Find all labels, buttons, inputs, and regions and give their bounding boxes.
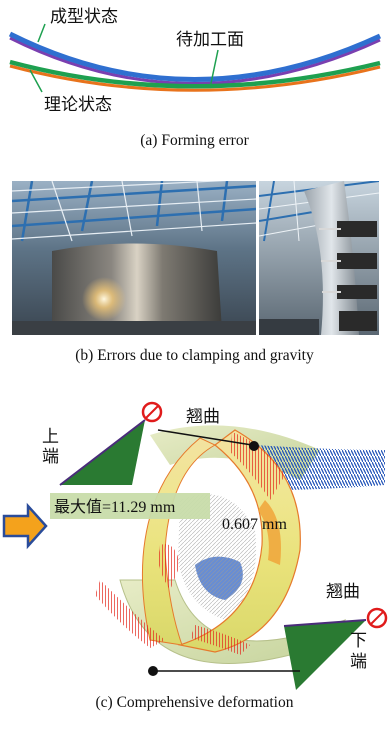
label-theory-state: 理论状态: [44, 95, 112, 115]
warp-bottom-marker: [366, 607, 388, 629]
warp-bottom-slash: [370, 611, 384, 625]
label-center-value: 0.607 mm: [222, 516, 287, 533]
label-formed-state: 成型状态: [50, 7, 118, 27]
label-upper-end-1: 上: [42, 427, 59, 447]
warp-top-dot: [249, 441, 259, 451]
label-lower-end-1: 下: [350, 631, 367, 651]
lower-end-wedge-edge: [283, 619, 367, 627]
deformation-red-mid: [158, 544, 180, 590]
theory-state-curve: [9, 59, 381, 89]
formed-state-curve-outer: [9, 36, 381, 85]
caption-a: (a) Forming error: [140, 132, 249, 149]
deformation-blue-right: [255, 445, 385, 490]
warp-top-marker: [141, 401, 163, 423]
label-upper-end-2: 端: [42, 447, 59, 467]
max-value-arrow: [2, 502, 48, 550]
leader-theory: [29, 69, 43, 93]
panel-deformation: 上 端 翘曲 最大值=11.29 mm 0.607 mm 翘曲 下 端 (c) …: [0, 390, 389, 736]
warp-top-slash: [145, 405, 159, 419]
label-warp-top: 翘曲: [186, 407, 220, 427]
forming-error-diagram: 成型状态 待加工面 理论状态: [8, 7, 382, 115]
lower-end-wedge: [284, 620, 366, 690]
clamping-photo: [12, 181, 256, 335]
deformation-diagram: 上 端 翘曲 最大值=11.29 mm 0.607 mm 翘曲 下 端: [2, 401, 388, 690]
deformation-red-left: [95, 580, 165, 648]
deformation-red-top: [230, 432, 285, 500]
deformation-orange-right: [258, 500, 281, 565]
leader-surface: [209, 49, 219, 89]
photo-clamping: [12, 181, 256, 335]
max-value-box: [50, 493, 210, 519]
inner-grey-hatch: [178, 494, 257, 620]
gravity-photo: [259, 181, 379, 335]
label-surface: 待加工面: [176, 30, 244, 50]
label-warp-bottom: 翘曲: [326, 582, 360, 602]
theory-state-curve-outer: [9, 64, 381, 92]
label-max-value: 最大值=11.29 mm: [54, 498, 176, 516]
caption-c: (c) Comprehensive deformation: [95, 694, 294, 711]
label-lower-end-2: 端: [350, 652, 367, 672]
deformation-red-bottom: [190, 625, 250, 655]
warp-top-leader: [157, 429, 253, 446]
leader-formed: [37, 23, 46, 43]
panel-forming-error: 成型状态 待加工面 理论状态 (a) Forming error: [0, 0, 389, 160]
upper-end-wedge-edge: [59, 419, 146, 486]
formed-state-curve: [8, 31, 382, 82]
caption-b: (b) Errors due to clamping and gravity: [75, 347, 314, 364]
lower-end-dot: [148, 666, 158, 676]
photo-gravity: [259, 181, 379, 335]
